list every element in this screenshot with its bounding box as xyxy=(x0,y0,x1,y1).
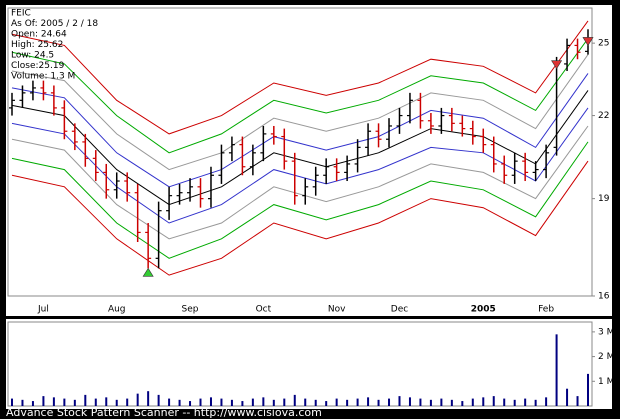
volume-bar xyxy=(304,398,307,406)
volume-bar xyxy=(42,396,45,406)
volume-bar xyxy=(471,398,474,406)
volume-bar xyxy=(230,399,233,406)
volume-bar xyxy=(283,398,286,406)
x-tick-label: Aug xyxy=(108,305,126,315)
x-tick-label: Sep xyxy=(182,305,199,315)
volume-bar xyxy=(524,398,527,406)
volume-bar xyxy=(115,399,118,406)
band-line xyxy=(11,73,589,188)
volume-bar xyxy=(346,399,349,406)
band-line xyxy=(11,141,589,259)
volume-panel xyxy=(6,319,612,409)
volume-bar xyxy=(63,398,66,406)
info-line: Low: 24.5 xyxy=(11,51,54,61)
band-line xyxy=(11,90,589,206)
y-tick-label: 25 xyxy=(598,39,609,49)
info-line: As Of: 2005 / 2 / 18 xyxy=(11,19,98,29)
volume-bar xyxy=(388,398,391,406)
volume-bar xyxy=(429,399,432,406)
band-line xyxy=(11,20,589,135)
y-tick-label: 16 xyxy=(598,292,610,302)
x-tick-label: Oct xyxy=(256,305,272,315)
volume-bar xyxy=(534,399,537,406)
volume-frame xyxy=(7,321,593,407)
volume-bar xyxy=(356,398,359,406)
volume-bar xyxy=(293,394,296,406)
info-line: FEIC xyxy=(11,9,31,19)
volume-bar xyxy=(126,398,129,406)
volume-bar xyxy=(168,398,171,406)
x-tick-label: 2005 xyxy=(471,305,496,315)
volume-bar xyxy=(492,396,495,406)
band-line xyxy=(11,125,589,240)
volume-bar xyxy=(52,397,55,406)
signal-marker xyxy=(582,37,594,46)
footer: Advance Stock Pattern Scanner -- http://… xyxy=(6,406,322,419)
volume-bar xyxy=(105,397,108,406)
band-line xyxy=(11,107,589,224)
volume-bar xyxy=(461,401,464,406)
y-tick-label: 19 xyxy=(598,194,610,204)
volume-bar xyxy=(367,397,370,406)
x-tick-label: Feb xyxy=(538,305,554,315)
volume-bar xyxy=(262,397,265,406)
band-line xyxy=(11,38,589,154)
volume-bar xyxy=(545,397,548,406)
volume-bar xyxy=(440,398,443,406)
volume-bar xyxy=(178,399,181,406)
volume-bar xyxy=(576,396,579,406)
volume-bar xyxy=(555,334,558,406)
volume-bar xyxy=(241,401,244,406)
volume-bar xyxy=(450,399,453,406)
volume-bar xyxy=(21,399,24,406)
price-frame xyxy=(7,7,593,297)
volume-bar xyxy=(482,397,485,406)
volume-bar xyxy=(209,397,212,406)
volume-bar xyxy=(136,393,139,406)
x-tick-label: Jul xyxy=(37,305,49,315)
volume-bar xyxy=(11,398,13,406)
volume-bar xyxy=(251,398,254,406)
info-line: Close:25.19 xyxy=(11,61,65,71)
info-line: High: 25.62 xyxy=(11,40,63,50)
volume-bar xyxy=(408,397,411,406)
x-tick-label: Nov xyxy=(328,305,346,315)
volume-bar xyxy=(157,394,160,406)
volume-bar xyxy=(199,398,202,406)
info-line: Open: 24.64 xyxy=(11,30,67,40)
volume-tick-label: 2 M xyxy=(598,352,614,362)
volume-bar xyxy=(377,399,380,406)
y-tick-label: 22 xyxy=(598,111,609,121)
volume-bar xyxy=(147,391,150,406)
volume-tick-label: 3 M xyxy=(598,327,614,337)
volume-bar xyxy=(220,398,223,406)
volume-bar xyxy=(503,398,506,406)
volume-bar xyxy=(84,394,87,406)
volume-bar xyxy=(566,388,569,406)
band-line xyxy=(11,160,589,276)
volume-bar xyxy=(272,399,275,406)
volume-bar xyxy=(587,373,589,406)
x-tick-label: Dec xyxy=(391,305,408,315)
volume-bar xyxy=(419,398,422,406)
volume-bar xyxy=(94,398,97,406)
volume-bar xyxy=(189,401,192,406)
volume-bar xyxy=(314,399,317,406)
volume-bar xyxy=(325,401,328,406)
signal-marker xyxy=(551,60,563,70)
volume-tick-label: 1 M xyxy=(598,377,614,387)
volume-bar xyxy=(73,399,76,406)
volume-bar xyxy=(335,398,338,406)
volume-bar xyxy=(31,401,34,406)
band-line xyxy=(11,54,589,171)
price-panel xyxy=(6,5,612,316)
volume-bar xyxy=(513,399,516,406)
signal-marker xyxy=(142,267,154,277)
info-line: Volume: 1.3 M xyxy=(11,72,75,82)
volume-bar xyxy=(398,396,401,406)
